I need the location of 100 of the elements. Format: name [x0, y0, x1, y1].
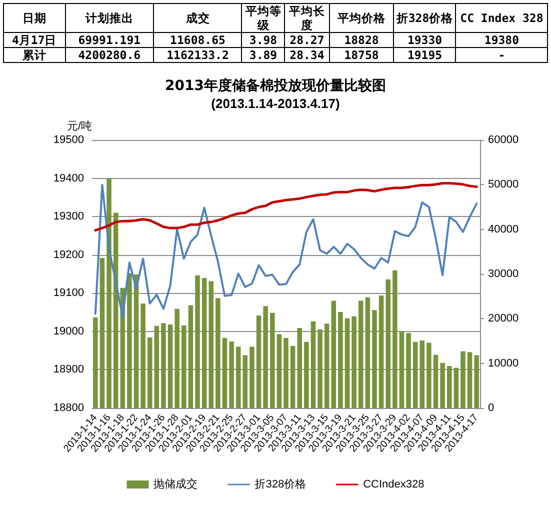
- text: 1162133.2: [154, 48, 242, 62]
- bar: [378, 295, 384, 408]
- text: -: [456, 48, 548, 62]
- bar: [406, 332, 411, 408]
- bar: [256, 316, 262, 408]
- line-series: [94, 184, 478, 318]
- legend-label: 折328价格: [254, 478, 306, 490]
- bar: [276, 334, 282, 408]
- legend-label: 抛储成交: [154, 478, 198, 490]
- y-tick-label: 19500: [53, 134, 84, 146]
- text: 69991.191: [65, 32, 154, 48]
- bar: [188, 305, 194, 408]
- bar: [365, 297, 370, 408]
- bar: [242, 355, 248, 408]
- text: 28.34: [284, 48, 330, 62]
- bar: [222, 338, 228, 408]
- bar: [182, 325, 186, 408]
- bar: [358, 300, 364, 408]
- y-axis-title: 元/吨: [66, 120, 92, 132]
- bar: [140, 303, 146, 408]
- text: 平均等级: [242, 4, 285, 32]
- bar: [318, 329, 322, 408]
- bar: [331, 300, 336, 408]
- bar: [106, 178, 112, 408]
- bar: [324, 324, 330, 408]
- chart-subtitle: (2013.1.14-2013.4.17): [211, 96, 340, 111]
- y2-tick-label: 10000: [488, 357, 519, 370]
- text: 18758: [329, 48, 394, 62]
- text: 19380: [456, 32, 548, 48]
- bar: [386, 279, 390, 408]
- bar: [304, 342, 309, 408]
- text: 折328价格: [394, 4, 456, 32]
- text: 28.27: [284, 32, 330, 48]
- y2-tick-label: 40000: [488, 223, 519, 236]
- bar: [352, 316, 356, 408]
- bar: [440, 362, 445, 408]
- text: 日期: [4, 4, 66, 32]
- bar: [290, 346, 296, 408]
- bar: [446, 366, 452, 408]
- y-tick-label: 18900: [53, 364, 84, 376]
- y-tick-label: 18800: [53, 402, 84, 414]
- bar: [372, 310, 377, 408]
- bar: [202, 278, 207, 408]
- bar: [263, 306, 268, 408]
- bar: [216, 298, 220, 408]
- bar: [174, 308, 180, 408]
- bar: [93, 317, 98, 408]
- text: 成交: [154, 4, 242, 32]
- text: 19195: [394, 48, 456, 62]
- bar: [270, 312, 275, 408]
- y2-tick-label: 30000: [488, 268, 519, 280]
- bar: [399, 331, 404, 408]
- bar: [474, 355, 479, 408]
- bar: [338, 312, 343, 408]
- y2-tick-label: 50000: [488, 178, 519, 191]
- text: CC Index 328: [456, 4, 548, 32]
- bar: [208, 281, 214, 408]
- bar: [168, 324, 173, 408]
- y2-tick-label: 60000: [488, 134, 519, 146]
- bar: [100, 258, 105, 408]
- y-tick-label: 19000: [53, 325, 84, 338]
- bar: [460, 351, 466, 408]
- bar: [467, 352, 472, 408]
- text: 4200280.6: [65, 48, 154, 62]
- bar: [420, 340, 425, 408]
- text: 4月17日: [4, 32, 66, 48]
- text: 计划推出: [65, 4, 154, 32]
- text: 11608.65: [154, 32, 242, 48]
- bar: [250, 346, 254, 408]
- bar: [454, 368, 459, 408]
- legend-label: CCIndex328: [363, 478, 424, 490]
- bar: [229, 341, 234, 408]
- bar: [120, 288, 126, 408]
- bar: [310, 321, 316, 408]
- bar: [412, 342, 418, 408]
- bar: [161, 323, 166, 408]
- bar: [297, 328, 302, 408]
- text: 3.89: [242, 48, 285, 62]
- y-tick-label: 19400: [53, 172, 84, 184]
- bar: [284, 338, 288, 408]
- line-series: [94, 182, 478, 232]
- text: 累计: [4, 48, 66, 62]
- text: 平均长度: [284, 4, 330, 32]
- bar: [195, 275, 200, 408]
- bar: [344, 318, 350, 408]
- bar: [236, 346, 241, 408]
- bar: [127, 273, 132, 408]
- chart-title: 2013年度储备棉投放现价量比较图: [165, 77, 386, 94]
- y2-tick-label: 20000: [488, 312, 519, 325]
- bar: [147, 337, 152, 408]
- bar: [433, 354, 438, 408]
- y-tick-label: 19200: [53, 248, 84, 261]
- text: 平均价格: [329, 4, 394, 32]
- bar: [426, 342, 432, 408]
- bar: [392, 270, 398, 408]
- y-tick-label: 19100: [53, 287, 84, 300]
- bar: [154, 326, 160, 408]
- y-tick-label: 19300: [53, 210, 84, 223]
- text: 19330: [394, 32, 456, 48]
- y2-tick-label: 0: [488, 402, 494, 414]
